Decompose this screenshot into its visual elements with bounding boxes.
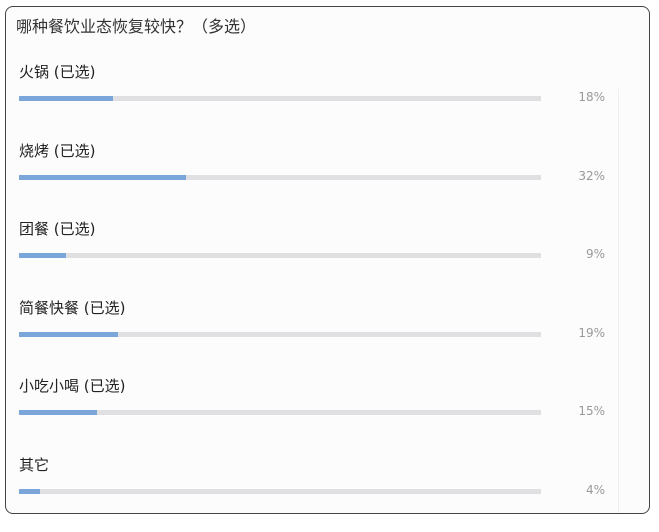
progress-track [19, 96, 541, 101]
poll-option[interactable]: 烧烤 (已选) 32% [19, 140, 619, 218]
poll-option[interactable]: 其它 4% [19, 454, 619, 532]
option-label: 简餐快餐 (已选) [19, 298, 126, 317]
progress-fill [19, 331, 119, 337]
progress-fill [19, 410, 98, 415]
option-percent: 4% [585, 482, 605, 497]
option-percent: 19% [578, 325, 605, 340]
option-percent: 32% [578, 168, 605, 183]
progress-fill [19, 96, 113, 101]
poll-option[interactable]: 团餐 (已选) 9% [19, 218, 619, 296]
progress-fill [19, 488, 40, 494]
poll-option[interactable]: 小吃小喝 (已选) 15% [19, 375, 619, 453]
poll-card: 哪种餐饮业态恢复较快？（多选） 火锅 (已选) 18% 烧烤 (已选) 32% 团餐… [5, 6, 650, 514]
poll-option[interactable]: 火锅 (已选) 18% [19, 61, 619, 139]
option-label: 火锅 (已选) [19, 63, 96, 81]
progress-track [19, 331, 541, 337]
progress-fill [19, 174, 187, 180]
option-label: 团餐 (已选) [19, 220, 96, 238]
progress-track [19, 488, 541, 494]
divider [618, 89, 619, 513]
progress-fill [19, 253, 66, 258]
option-percent: 9% [585, 247, 605, 261]
option-label: 烧烤 (已选) [19, 141, 96, 160]
poll-option[interactable]: 简餐快餐 (已选) 19% [19, 297, 619, 375]
progress-track [19, 410, 541, 415]
option-label: 小吃小喝 (已选) [19, 377, 126, 395]
option-percent: 18% [578, 90, 605, 104]
poll-title: 哪种餐饮业态恢复较快？（多选） [16, 17, 257, 36]
option-percent: 15% [578, 404, 605, 418]
progress-track [19, 174, 541, 180]
progress-track [19, 253, 541, 258]
option-label: 其它 [19, 455, 50, 474]
